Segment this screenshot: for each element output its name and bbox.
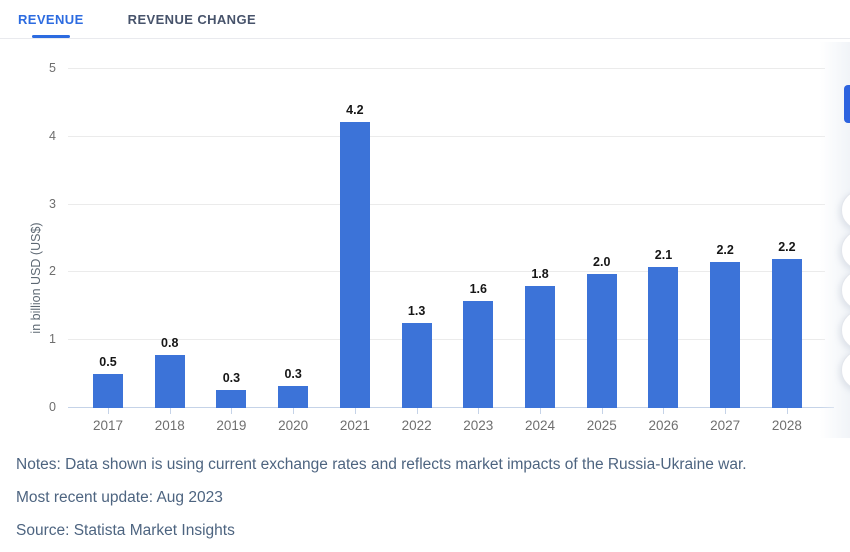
side-action-button[interactable] [841, 310, 850, 350]
bar-chart: in billion USD (US$) 0 1 2 3 4 5 0.5 2017 0.8 201… [0, 40, 850, 445]
x-axis-label: 2017 [92, 418, 124, 433]
bar-value-label: 1.3 [407, 304, 426, 319]
plot-area: 0 1 2 3 4 5 0.5 2017 0.8 2018 0.3 2019 0.3 2020 4.2 202… [49, 61, 834, 433]
y-tick-label: 1 [49, 332, 56, 347]
bar-value-label: 0.3 [222, 370, 241, 385]
side-primary-button[interactable] [844, 85, 850, 123]
x-axis-tick [416, 408, 418, 414]
x-axis-tick [108, 408, 109, 414]
x-axis-label: 2020 [278, 418, 309, 433]
x-axis-tick [601, 408, 603, 414]
x-axis-tick [663, 408, 665, 414]
x-axis-label: 2025 [586, 418, 617, 433]
x-axis-label: 2022 [401, 418, 432, 433]
y-tick-label: 5 [49, 61, 56, 75]
bar-2026[interactable] [648, 266, 679, 408]
bar-2018[interactable] [154, 355, 185, 408]
gridline [68, 271, 825, 273]
source-text: Source: Statista Market Insights [16, 522, 235, 539]
notes-text: Notes: Data shown is using current excha… [16, 456, 747, 473]
bar-value-label: 4.2 [346, 102, 364, 117]
x-axis-label: 2019 [216, 418, 247, 433]
side-action-button[interactable] [841, 350, 850, 390]
x-axis-label: 2026 [648, 418, 679, 433]
x-axis-tick [293, 408, 295, 414]
x-axis-label: 2027 [710, 418, 741, 433]
bar-2021[interactable] [339, 121, 370, 408]
x-axis-tick [540, 408, 542, 414]
bar-2022[interactable] [401, 323, 432, 408]
x-axis-tick [354, 408, 356, 414]
tab-revenue-change[interactable]: REVENUE CHANGE [128, 0, 256, 38]
x-axis-tick [786, 408, 788, 414]
bar-2027[interactable] [710, 261, 741, 408]
tab-revenue[interactable]: REVENUE [18, 0, 84, 38]
x-axis-tick [231, 408, 233, 414]
bar-2025[interactable] [586, 274, 617, 408]
tab-bar: REVENUE REVENUE CHANGE [0, 0, 850, 39]
floating-action-toolbar [838, 40, 850, 440]
bar-2019[interactable] [216, 389, 247, 408]
gridline [68, 203, 825, 205]
bar-2028[interactable] [771, 258, 802, 408]
gridline [68, 339, 825, 341]
update-text: Most recent update: Aug 2023 [16, 489, 223, 506]
y-tick-label: 4 [49, 128, 56, 143]
bar-value-label: 0.5 [99, 355, 117, 370]
tab-revenue-label: REVENUE [18, 11, 84, 27]
gridline [68, 68, 825, 69]
x-axis-label: 2023 [463, 418, 494, 433]
y-tick-label: 2 [49, 264, 56, 279]
bar-value-label: 0.3 [284, 366, 302, 381]
side-action-button[interactable] [841, 230, 850, 270]
y-tick-label: 3 [49, 196, 56, 211]
x-axis-label: 2028 [771, 418, 802, 433]
side-action-button[interactable] [841, 190, 850, 230]
bar-value-label: 2.1 [654, 247, 673, 262]
bar-value-label: 2.2 [778, 239, 796, 254]
side-action-button[interactable] [841, 270, 850, 310]
x-axis-label: 2021 [339, 418, 370, 433]
x-axis-label: 2024 [525, 418, 556, 433]
bar-value-label: 1.8 [531, 266, 549, 281]
bar-2020[interactable] [278, 385, 309, 408]
x-axis-tick [478, 408, 480, 414]
x-axis-tick [169, 408, 171, 414]
tab-revenue-change-label: REVENUE CHANGE [127, 11, 257, 27]
bar-value-label: 0.8 [161, 336, 179, 351]
x-axis-label: 2018 [154, 418, 185, 433]
x-axis-line [68, 407, 834, 408]
bar-2024[interactable] [525, 285, 556, 408]
chart-footer: Notes: Data shown is using current excha… [16, 455, 820, 552]
bar-2017[interactable] [93, 374, 123, 408]
bar-2023[interactable] [463, 300, 494, 408]
gridline [68, 135, 825, 137]
y-tick-label: 0 [49, 400, 56, 414]
bar-value-label: 2.0 [593, 255, 611, 270]
bar-value-label: 1.6 [469, 281, 487, 296]
x-axis-tick [725, 408, 727, 414]
bar-value-label: 2.2 [716, 242, 734, 257]
